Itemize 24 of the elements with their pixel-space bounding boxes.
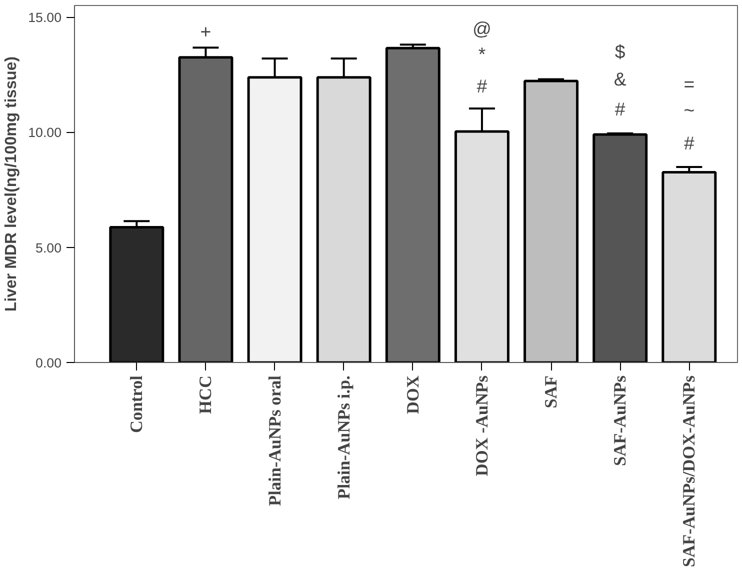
- y-tick-label: 0.00: [36, 356, 62, 370]
- y-tick-label: 5.00: [36, 240, 62, 256]
- annotation: $: [614, 41, 626, 62]
- annotation: *: [478, 43, 486, 64]
- annotation: ~: [684, 100, 695, 121]
- y-tick-label: 15.00: [28, 10, 62, 26]
- x-tick-label: DOX: [403, 375, 422, 414]
- y-axis-title: Liver MDR level(ng/100mg tissue): [3, 56, 20, 312]
- annotation: &: [614, 68, 627, 90]
- annotation: +: [200, 21, 212, 42]
- x-tick-label: Control: [127, 375, 146, 433]
- annotation: #: [614, 98, 626, 120]
- x-tick-label: HCC: [196, 375, 216, 414]
- annotation: #: [476, 76, 488, 97]
- x-tick-label: Plain-AuNPs i.p.: [334, 375, 354, 500]
- x-tick-label: SAF: [542, 375, 561, 408]
- annotation: @: [472, 18, 492, 40]
- annotation: #: [684, 132, 695, 154]
- x-tick-label: Plain-AuNPs oral: [265, 375, 284, 506]
- x-tick-label: DOX -AuNPs: [472, 375, 492, 476]
- x-tick-label: SAF-AuNPs/DOX-AuNPs: [680, 375, 699, 568]
- x-tick-label: SAF-AuNPs: [610, 375, 630, 466]
- y-tick-label: 10.00: [28, 125, 62, 140]
- annotation: =: [684, 73, 695, 94]
